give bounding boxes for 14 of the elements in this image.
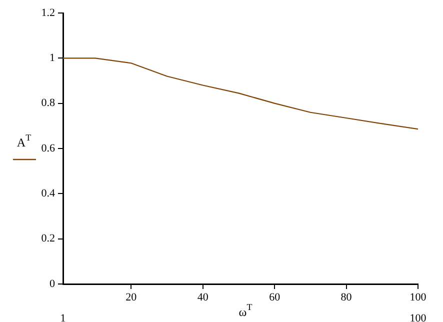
y-tick-label: 0.6 (41, 142, 56, 154)
y-tick-label: 1 (50, 52, 55, 64)
x-tick-label: 80 (340, 291, 352, 304)
x-tick-label: 40 (197, 291, 209, 304)
x2-tick-label: 100 (410, 312, 427, 322)
x-tick-label: 20 (126, 291, 138, 304)
y-tick-label: 0.8 (41, 97, 56, 110)
y-tick-label: 0 (50, 278, 56, 290)
y-tick-label: 1.2 (41, 6, 55, 19)
y-tick-label: 0.2 (41, 232, 55, 245)
x2-tick-label: 1 (60, 312, 66, 322)
y-tick-label: 0.4 (41, 188, 56, 200)
x-tick-label: 60 (269, 291, 281, 304)
x-tick-label: 100 (410, 291, 427, 304)
